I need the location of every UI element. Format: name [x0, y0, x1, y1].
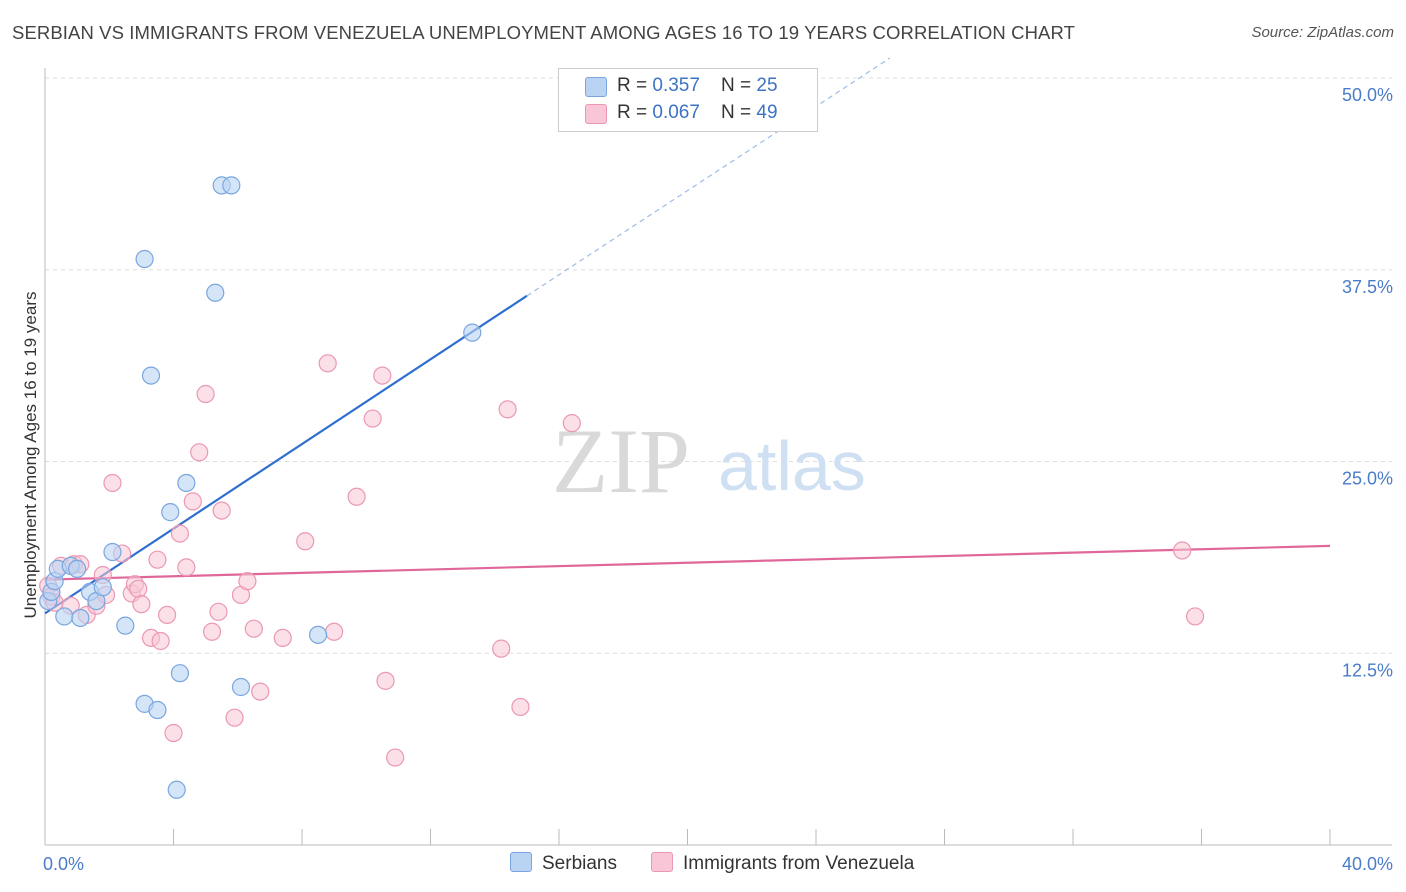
- serbians-point: [231, 677, 251, 697]
- venezuela-point: [1173, 541, 1192, 560]
- venezuela-point: [1185, 607, 1205, 626]
- serbians-point: [55, 607, 74, 626]
- venezuela-point: [562, 414, 581, 433]
- venezuela-point: [238, 572, 257, 591]
- venezuela-point: [492, 639, 511, 658]
- venezuela-point: [498, 400, 517, 419]
- serbians-point: [103, 542, 122, 562]
- venezuela-point: [251, 682, 270, 701]
- venezuela-point: [148, 550, 167, 569]
- x-tick-label: 0.0%: [43, 854, 84, 874]
- venezuela-point: [363, 409, 382, 428]
- venezuela-point: [202, 622, 222, 641]
- serbians-point: [135, 249, 154, 269]
- venezuela-point: [225, 708, 244, 727]
- axes: [44, 68, 1392, 846]
- y-tick-label: 12.5%: [1342, 660, 1393, 680]
- serbians-point: [161, 503, 180, 522]
- serbians-point: [308, 625, 328, 644]
- venezuela-point: [103, 473, 122, 493]
- venezuela-point: [347, 487, 366, 506]
- venezuela-point: [376, 671, 395, 690]
- venezuela-point: [129, 579, 148, 598]
- serbians-legend-label: Serbians: [542, 853, 617, 874]
- venezuela-point: [190, 443, 209, 462]
- n-label: N =: [721, 75, 757, 96]
- serbians-point: [222, 176, 241, 195]
- legend-item-serbians[interactable]: Serbians: [510, 852, 617, 875]
- serbians-point: [141, 366, 161, 385]
- venezuela-point: [170, 524, 190, 543]
- n-value: 25: [756, 75, 778, 96]
- venezuela-trend-line: [44, 544, 1331, 581]
- serbians-point: [206, 283, 225, 302]
- serbians-point: [93, 578, 112, 597]
- y-axis-title: Unemployment Among Ages 16 to 19 years: [21, 291, 40, 619]
- r-value: 0.357: [652, 75, 700, 96]
- venezuela-legend-swatch: [651, 852, 673, 872]
- source-label: Source: ZipAtlas.com: [1251, 24, 1394, 41]
- serbians-point: [68, 559, 87, 578]
- serbians-point: [177, 473, 196, 493]
- data-points: [39, 176, 1205, 799]
- r-label: R =: [617, 102, 653, 123]
- serbians-point: [116, 616, 135, 635]
- serbians-point: [167, 780, 186, 799]
- venezuela-point: [151, 631, 170, 651]
- y-tick-label: 37.5%: [1342, 277, 1393, 297]
- serbians-stats: R = 0.357 N = 25: [617, 75, 778, 97]
- gridlines: [45, 77, 1392, 654]
- venezuela-point: [373, 366, 392, 385]
- venezuela-stats: R = 0.067 N = 49: [617, 102, 778, 124]
- serbians-swatch: [585, 77, 607, 97]
- venezuela-point: [325, 622, 344, 641]
- serbians-point: [463, 323, 482, 342]
- venezuela-point: [196, 384, 215, 404]
- venezuela-point: [244, 619, 263, 638]
- serbians-legend-swatch: [510, 852, 532, 872]
- serbians-point: [71, 608, 90, 628]
- venezuela-point: [132, 595, 151, 614]
- venezuela-point: [177, 558, 196, 577]
- tick-labels: 12.5% 25.0% 37.5% 50.0% 0.0% 40.0%: [43, 85, 1393, 874]
- serbians-point: [148, 700, 167, 720]
- venezuela-point: [386, 748, 405, 767]
- r-value: 0.067: [652, 102, 700, 123]
- venezuela-swatch: [585, 104, 607, 124]
- venezuela-point: [318, 354, 337, 373]
- legend-item-venezuela[interactable]: Immigrants from Venezuela: [651, 852, 914, 875]
- serbians-trend-line: [44, 294, 528, 615]
- venezuela-point: [183, 492, 202, 511]
- chart-title: SERBIAN VS IMMIGRANTS FROM VENEZUELA UNE…: [12, 22, 1076, 43]
- x-tick-label: 40.0%: [1342, 854, 1393, 874]
- r-label: R =: [617, 75, 653, 96]
- n-label: N =: [721, 102, 757, 123]
- trend-lines: [44, 57, 1331, 615]
- venezuela-point: [212, 501, 231, 520]
- correlation-legend: R = 0.357 N = 25 R = 0.067 N = 49: [558, 68, 818, 132]
- venezuela-legend-label: Immigrants from Venezuela: [683, 853, 915, 874]
- serbians-point: [170, 664, 190, 683]
- venezuela-point: [164, 723, 183, 743]
- y-tick-label: 50.0%: [1342, 85, 1393, 105]
- y-tick-label: 25.0%: [1342, 469, 1393, 489]
- serbians-trend-extension: [526, 57, 891, 297]
- watermark-atlas: atlas: [718, 427, 866, 505]
- venezuela-point: [273, 628, 292, 648]
- n-value: 49: [756, 102, 778, 123]
- venezuela-point: [209, 602, 228, 621]
- venezuela-point: [157, 605, 177, 625]
- venezuela-point: [511, 697, 530, 717]
- venezuela-point: [296, 532, 315, 551]
- watermark: ZIP atlas: [552, 410, 866, 512]
